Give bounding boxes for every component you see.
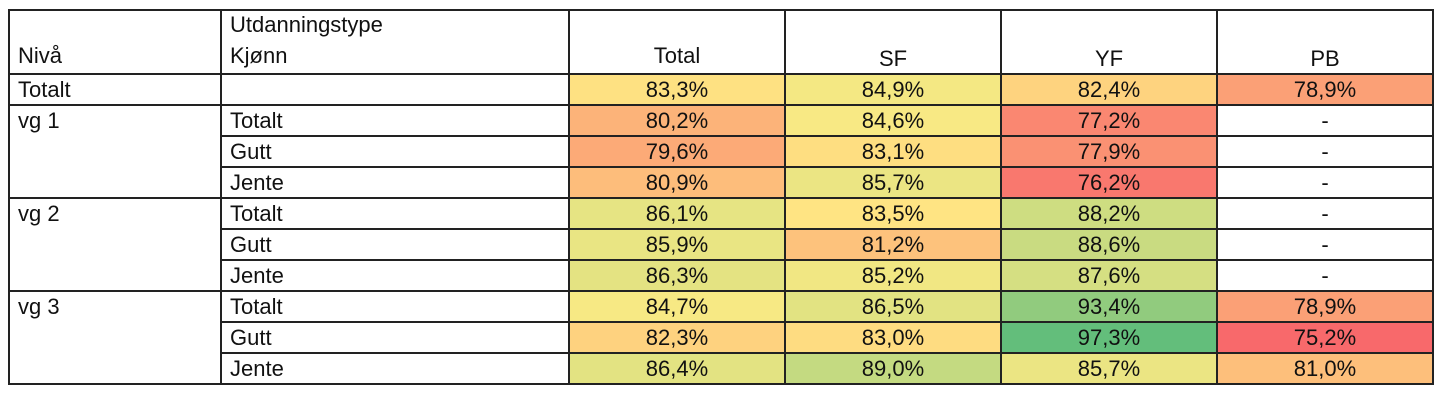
value-cell-pb: 78,9% [1216, 290, 1434, 323]
value-cell-pb: - [1216, 197, 1434, 230]
value-cell-yf: 88,2% [1000, 197, 1218, 230]
table-row: vg 3 Totalt 84,7% 86,5% 93,4% 78,9% [8, 290, 1434, 385]
value-cell-sf: 85,7% [784, 166, 1002, 199]
level-cell: vg 3 [8, 290, 222, 385]
gender-cell: Jente [220, 352, 570, 385]
header-gender-label: Kjønn [220, 39, 570, 75]
value-cell-pb: - [1216, 135, 1434, 168]
value-cell-sf: 83,0% [784, 321, 1002, 354]
table-row: Totalt 83,3% 84,9% 82,4% 78,9% [8, 73, 1434, 106]
gender-cell: Gutt [220, 228, 570, 261]
header-row-bottom: Nivå Kjønn Total [8, 39, 1433, 75]
value-cell-sf: 83,5% [784, 197, 1002, 230]
value-cell-yf: 77,2% [1000, 104, 1218, 137]
gender-cell: Totalt [220, 197, 570, 230]
value-cell-total: 86,4% [568, 352, 786, 385]
level-cell: vg 2 [8, 197, 222, 292]
value-cell-pb: - [1216, 228, 1434, 261]
value-cell-yf: 87,6% [1000, 259, 1218, 292]
table-row: Gutt 82,3% 83,0% 97,3% 75,2% [9, 321, 1434, 354]
value-cell-total: 85,9% [568, 228, 786, 261]
header-sf: SF [784, 9, 1002, 75]
gender-cell [220, 73, 570, 106]
header-corner-cell [8, 9, 222, 39]
header-total-top [568, 9, 786, 39]
table-row: Gutt 85,9% 81,2% 88,6% - [9, 228, 1434, 261]
value-cell-sf: 81,2% [784, 228, 1002, 261]
value-cell-total: 82,3% [568, 321, 786, 354]
value-cell-yf: 97,3% [1000, 321, 1218, 354]
value-cell-total: 86,1% [568, 197, 786, 230]
header-type-label: Utdanningstype [220, 9, 570, 39]
table-row: Jente 86,4% 89,0% 85,7% 81,0% [9, 352, 1434, 385]
value-cell-pb: 75,2% [1216, 321, 1434, 354]
value-cell-sf: 83,1% [784, 135, 1002, 168]
value-cell-total: 86,3% [568, 259, 786, 292]
value-cell-total: 79,6% [568, 135, 786, 168]
header-pb: PB [1216, 9, 1434, 75]
value-cell-yf: 93,4% [1000, 290, 1218, 323]
value-cell-yf: 82,4% [1000, 73, 1218, 106]
gender-cell: Totalt [220, 104, 570, 137]
table-row: vg 2 Totalt 86,1% 83,5% 88,2% - [8, 197, 1434, 292]
header-row-top: Utdanningstype SF YF PB [8, 9, 1434, 75]
value-cell-sf: 84,9% [784, 73, 1002, 106]
gender-cell: Gutt [220, 135, 570, 168]
value-cell-sf: 84,6% [784, 104, 1002, 137]
value-cell-total: 83,3% [568, 73, 786, 106]
table-body: Totalt 83,3% 84,9% 82,4% 78,9% vg 1 Totalt 80,2… [8, 73, 1434, 385]
gender-cell: Gutt [220, 321, 570, 354]
value-cell-yf: 88,6% [1000, 228, 1218, 261]
results-table: Utdanningstype SF YF PB Nivå Kjønn Total… [8, 9, 1434, 385]
value-cell-total: 80,9% [568, 166, 786, 199]
gender-cell: Jente [220, 259, 570, 292]
value-cell-pb: 81,0% [1216, 352, 1434, 385]
value-cell-total: 80,2% [568, 104, 786, 137]
value-cell-pb: - [1216, 259, 1434, 292]
header-total: Total [568, 39, 786, 75]
level-cell: vg 1 [8, 104, 222, 199]
level-cell: Totalt [8, 73, 222, 106]
table-row: Jente 80,9% 85,7% 76,2% - [9, 166, 1434, 199]
table-row: vg 1 Totalt 80,2% 84,6% 77,2% - [8, 104, 1434, 199]
table-row: Jente 86,3% 85,2% 87,6% - [9, 259, 1434, 292]
value-cell-yf: 77,9% [1000, 135, 1218, 168]
header-yf: YF [1000, 9, 1218, 75]
value-cell-yf: 76,2% [1000, 166, 1218, 199]
header-level-label: Nivå [8, 39, 222, 75]
value-cell-yf: 85,7% [1000, 352, 1218, 385]
value-cell-pb: - [1216, 104, 1434, 137]
value-cell-total: 84,7% [568, 290, 786, 323]
value-cell-pb: 78,9% [1216, 73, 1434, 106]
value-cell-sf: 89,0% [784, 352, 1002, 385]
gender-cell: Totalt [220, 290, 570, 323]
gender-cell: Jente [220, 166, 570, 199]
value-cell-pb: - [1216, 166, 1434, 199]
table-row: Gutt 79,6% 83,1% 77,9% - [9, 135, 1434, 168]
value-cell-sf: 86,5% [784, 290, 1002, 323]
value-cell-sf: 85,2% [784, 259, 1002, 292]
